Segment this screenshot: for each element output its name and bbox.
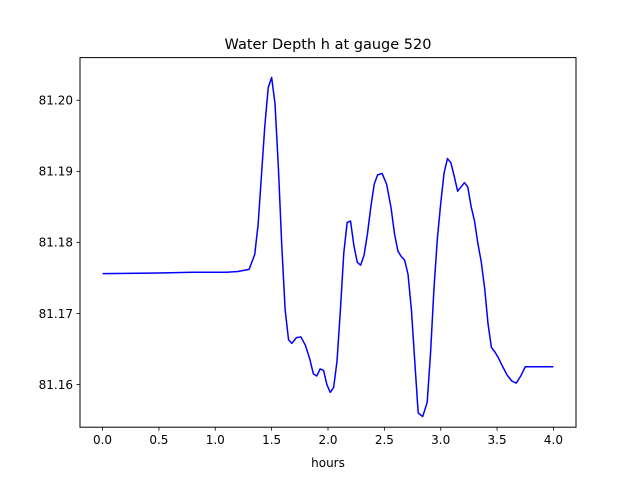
x-tick-label: 0.0 [93, 433, 112, 447]
y-tick-label: 81.16 [39, 378, 73, 392]
axes-frame [79, 57, 577, 428]
x-tick-label: 4.0 [544, 433, 563, 447]
x-tick-label: 1.0 [206, 433, 225, 447]
chart-title: Water Depth h at gauge 520 [225, 37, 432, 53]
y-tick-label: 81.19 [39, 165, 73, 179]
y-tick-label: 81.20 [39, 94, 73, 108]
x-tick-label: 1.5 [262, 433, 281, 447]
y-tick-label: 81.18 [39, 236, 73, 250]
x-tick-label: 2.0 [318, 433, 337, 447]
series-line-0 [102, 76, 554, 418]
x-tick-label: 3.0 [431, 433, 450, 447]
x-axis: 0.0 0.5 1.0 1.5 2.0 2.5 3.0 3.5 4.0 [93, 427, 563, 447]
plot-area [102, 76, 554, 418]
y-axis: 81.16 81.17 81.18 81.19 81.20 [39, 94, 80, 392]
x-axis-label: hours [311, 456, 345, 470]
x-tick-label: 0.5 [149, 433, 168, 447]
x-tick-label: 3.5 [488, 433, 507, 447]
x-tick-label: 2.5 [375, 433, 394, 447]
y-tick-label: 81.17 [39, 307, 73, 321]
